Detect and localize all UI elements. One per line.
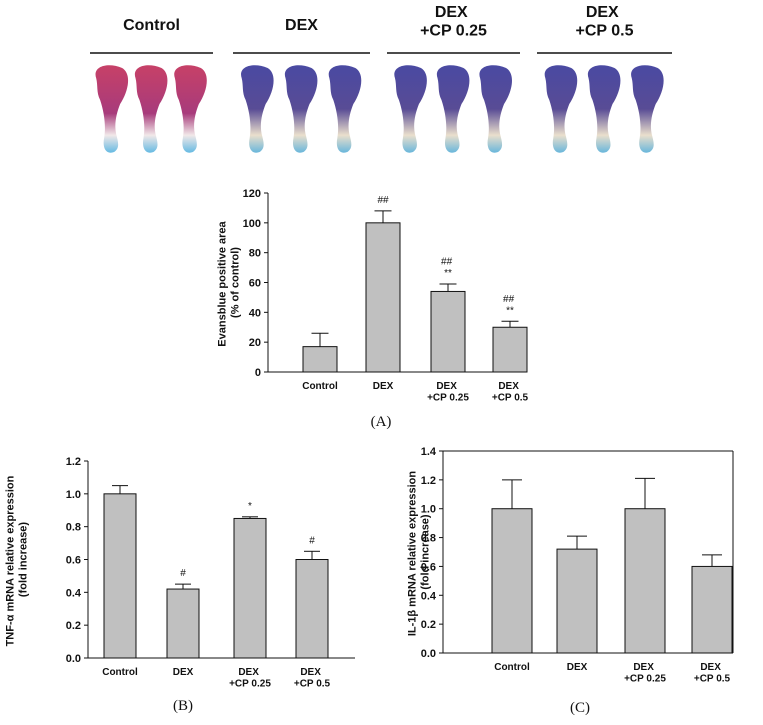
tissue-photo — [174, 65, 207, 153]
y-tick-label: 0.4 — [421, 590, 437, 602]
tissue-photo — [241, 65, 274, 153]
y-axis-label: Evansblue positive area (% of control) — [217, 218, 242, 346]
y-axis-label: IL-1β mRNA relative expression (fold inc… — [407, 468, 432, 636]
tissue — [587, 65, 621, 153]
bar — [691, 565, 733, 654]
panel-label: (B) — [173, 698, 193, 714]
bar — [492, 326, 528, 373]
bar — [365, 222, 401, 373]
group-label: DEX +CP 0.5 — [576, 4, 634, 39]
significance-mark: ## ** — [441, 256, 455, 279]
y-tick-label: 120 — [243, 188, 261, 200]
y-label-group: TNF-α mRNA relative expression (fold inc… — [5, 473, 30, 647]
y-label-group: IL-1β mRNA relative expression (fold inc… — [407, 468, 432, 636]
y-tick-label: 0.0 — [66, 653, 81, 665]
panel-label: (A) — [371, 414, 392, 430]
tissue — [284, 65, 318, 153]
y-tick-label: 1.2 — [66, 456, 81, 468]
tissue — [479, 65, 512, 153]
y-tick-label: 100 — [243, 218, 261, 230]
group-label: Control — [123, 17, 180, 34]
x-tick-label: Control — [494, 662, 530, 673]
y-tick-label: 0.2 — [421, 619, 436, 631]
tissue-photo — [544, 65, 578, 153]
tissue — [436, 65, 470, 153]
y-tick-label: 0.6 — [66, 555, 81, 567]
y-tick-label: 80 — [249, 248, 261, 260]
group-label: DEX +CP 0.25 — [420, 4, 487, 39]
tissue-photo — [284, 65, 318, 153]
tissue — [134, 65, 168, 153]
y-axis-label: TNF-α mRNA relative expression (fold inc… — [5, 473, 30, 647]
tissue — [241, 65, 274, 153]
tissue-photo — [479, 65, 512, 153]
tissue-photo — [631, 65, 664, 153]
y-tick-label: 1.2 — [421, 475, 436, 487]
y-tick-label: 20 — [249, 337, 261, 349]
tissue — [328, 65, 362, 153]
tissue — [174, 65, 207, 153]
tissue-photo — [587, 65, 621, 153]
y-tick-label: 0.2 — [66, 620, 81, 632]
x-tick-label: DEX — [373, 381, 394, 392]
tissue — [95, 65, 129, 153]
significance-mark: * — [248, 501, 252, 512]
x-tick-label: DEX +CP 0.25 — [427, 381, 469, 404]
bar — [430, 290, 466, 373]
bar — [624, 508, 666, 654]
significance-mark: ## — [377, 195, 389, 206]
y-tick-label: 0.8 — [421, 533, 436, 545]
y-tick-label: 0.4 — [66, 587, 82, 599]
x-tick-label: Control — [102, 667, 138, 678]
x-tick-label: DEX +CP 0.25 — [229, 667, 271, 690]
y-tick-label: 1.0 — [421, 504, 436, 516]
x-tick-label: DEX +CP 0.5 — [294, 667, 331, 690]
x-tick-label: DEX +CP 0.5 — [694, 662, 731, 685]
tissue-photo — [436, 65, 470, 153]
y-label-group: Evansblue positive area (% of control) — [217, 218, 242, 346]
x-tick-label: DEX — [567, 662, 588, 673]
y-tick-label: 0.6 — [421, 561, 436, 573]
y-tick-label: 0.0 — [421, 648, 436, 660]
y-tick-label: 0 — [255, 367, 261, 379]
significance-mark: ## ** — [503, 294, 517, 317]
tissue-photo — [328, 65, 362, 153]
tissue-photo — [134, 65, 168, 153]
bar — [491, 508, 533, 654]
bar — [233, 517, 267, 659]
significance-mark: # — [309, 535, 315, 546]
bar — [166, 588, 200, 659]
tissue — [394, 65, 427, 153]
y-tick-label: 1.0 — [66, 489, 81, 501]
x-tick-label: DEX +CP 0.25 — [624, 662, 666, 685]
tissue-photo — [95, 65, 129, 153]
x-tick-label: DEX +CP 0.5 — [492, 381, 529, 404]
tissue — [544, 65, 578, 153]
x-tick-label: Control — [302, 381, 338, 392]
y-tick-label: 0.8 — [66, 522, 81, 534]
panel-label: (C) — [570, 700, 590, 716]
bar — [302, 346, 338, 373]
y-tick-label: 60 — [249, 278, 261, 290]
group-label: DEX — [285, 17, 318, 34]
bar — [295, 559, 329, 659]
bar — [103, 493, 137, 659]
y-tick-label: 1.4 — [421, 446, 437, 458]
significance-mark: # — [180, 568, 186, 579]
bar — [556, 548, 598, 654]
y-tick-label: 40 — [249, 307, 261, 319]
tissue — [631, 65, 664, 153]
tissue-photo — [394, 65, 427, 153]
x-tick-label: DEX — [173, 667, 194, 678]
